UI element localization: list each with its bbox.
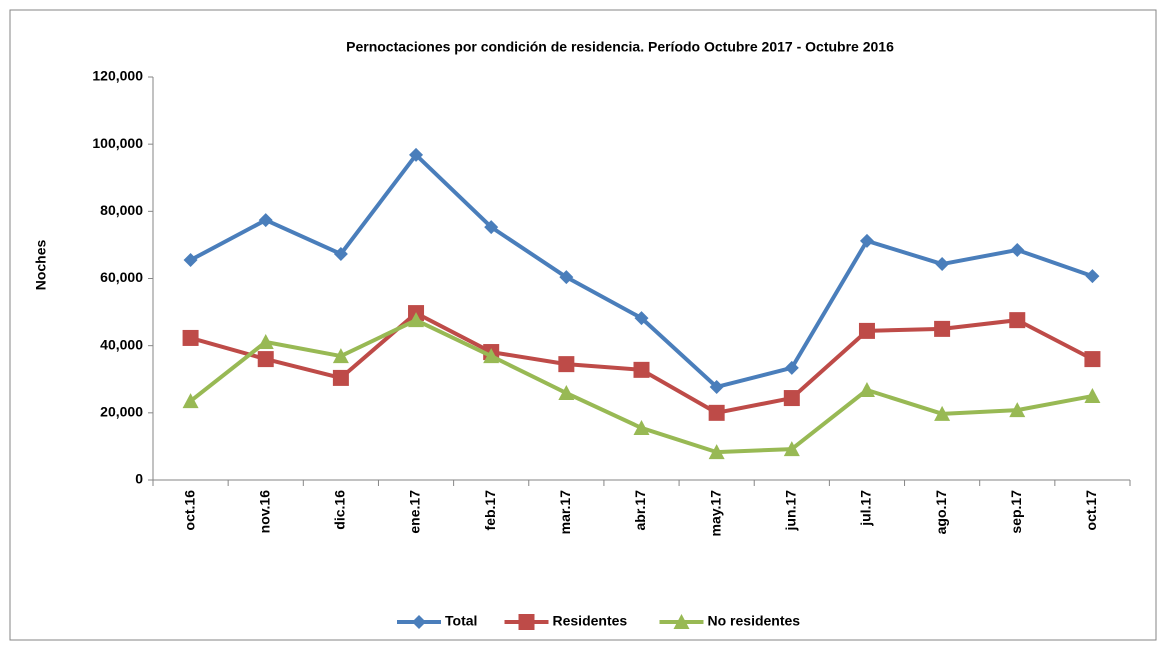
data-point [333,246,348,261]
data-point [634,311,649,326]
data-point [409,147,424,162]
x-tick-label: ago.17 [933,490,949,535]
x-tick-label: jun.17 [783,490,799,532]
legend-label: No residentes [708,613,801,629]
legend-marker [412,615,426,629]
data-point [257,351,274,368]
data-point [183,253,198,268]
data-point [1009,402,1026,418]
data-point [935,257,950,272]
data-point [182,393,199,409]
x-tick-label: may.17 [707,490,723,537]
data-point [859,233,874,248]
data-point [257,333,274,349]
data-point [1084,388,1101,404]
data-point [934,320,951,337]
x-tick-label: feb.17 [482,490,498,531]
x-tick-label: oct.16 [181,490,197,531]
x-tick-label: oct.17 [1083,490,1099,531]
legend-label: Total [445,613,477,629]
x-tick-label: mar.17 [557,490,573,535]
data-point [934,405,951,421]
x-tick-label: dic.16 [332,490,348,530]
data-point [182,329,199,346]
data-point [408,312,425,328]
data-point [559,270,574,285]
data-point [332,348,349,364]
y-tick-label: 120,000 [92,68,143,84]
legend-label: Residentes [553,613,628,629]
data-point [858,322,875,339]
data-point [558,356,575,373]
x-tick-label: jul.17 [858,490,874,527]
data-point [709,379,724,394]
data-point [708,444,725,460]
y-tick-label: 0 [135,471,143,487]
legend-marker [673,614,690,629]
data-point [784,360,799,375]
y-tick-label: 80,000 [100,202,143,218]
y-tick-label: 20,000 [100,404,143,420]
data-point [783,441,800,457]
data-point [1084,351,1101,368]
data-point [483,348,500,364]
data-point [633,419,650,435]
data-point [1010,242,1025,257]
data-point [332,369,349,386]
data-point [633,361,650,378]
data-point [708,404,725,421]
chart-title: Pernoctaciones por condición de residenc… [346,39,894,55]
y-tick-label: 60,000 [100,269,143,285]
x-tick-label: ene.17 [407,490,423,534]
legend-marker [518,614,535,630]
y-tick-label: 40,000 [100,336,143,352]
x-tick-label: sep.17 [1008,490,1024,534]
data-point [783,390,800,407]
data-point [1085,269,1100,284]
y-axis-label: Noches [33,240,49,291]
x-tick-label: nov.16 [256,490,272,534]
y-tick-label: 100,000 [92,135,143,151]
data-point [1009,312,1026,329]
data-point [558,385,575,401]
data-point [484,220,499,235]
x-tick-label: abr.17 [632,490,648,531]
data-point [258,213,273,228]
data-point [858,381,875,397]
